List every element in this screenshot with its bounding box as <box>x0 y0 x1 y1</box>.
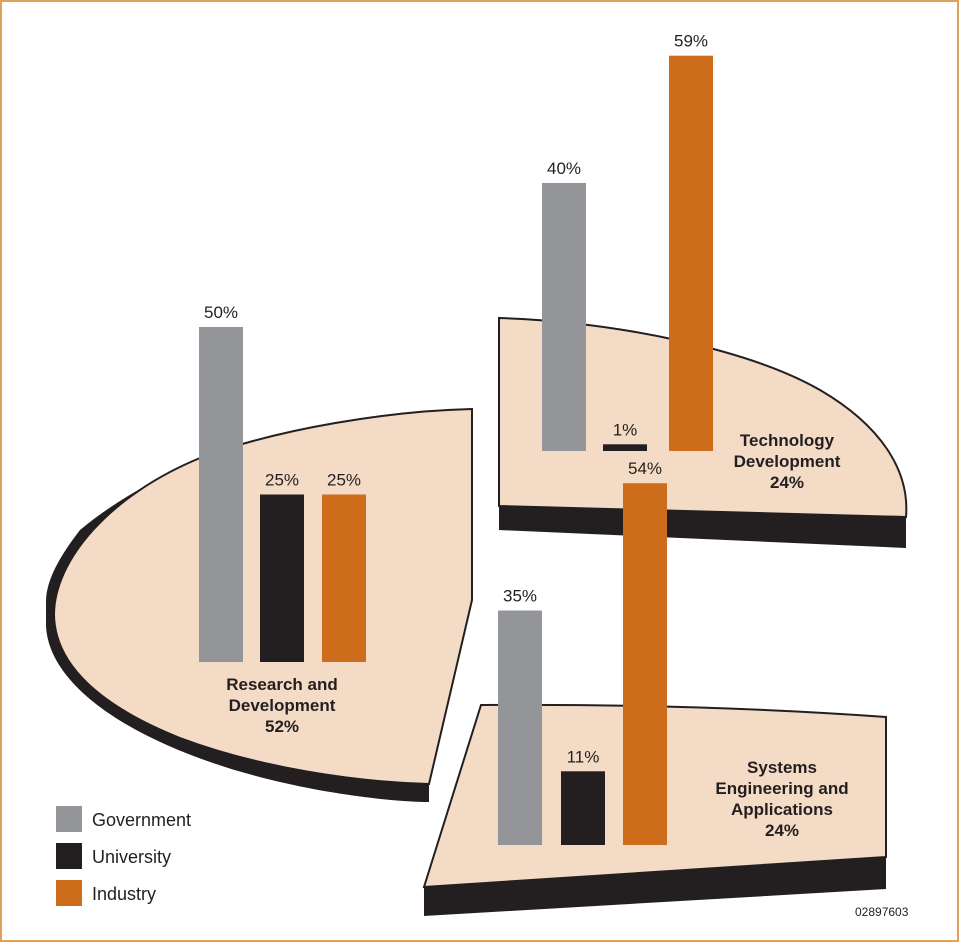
value-label-research-and-university: 25% <box>265 471 299 490</box>
bar-systems-industry <box>623 483 667 845</box>
legend-label-industry: Industry <box>92 884 156 904</box>
value-label-technology-university: 1% <box>613 420 638 439</box>
bar-systems-university <box>561 771 605 845</box>
bar-research-and-university <box>260 494 304 662</box>
slice-side-systems <box>424 857 886 916</box>
segment-label-technology-line-2: 24% <box>770 473 804 492</box>
value-label-research-and-government: 50% <box>204 303 238 322</box>
value-label-technology-government: 40% <box>547 159 581 178</box>
slice-side-technology <box>499 506 906 548</box>
segment-label-systems-line-1: Engineering and <box>715 779 848 798</box>
value-label-research-and-industry: 25% <box>327 471 361 490</box>
segment-label-systems-line-0: Systems <box>747 758 817 777</box>
segment-label-research-and-line-1: Development <box>229 696 336 715</box>
value-label-systems-university: 11% <box>567 747 600 766</box>
bars-layer: 50% 25% 25% Research and Development 52% 40% 1%… <box>199 32 849 845</box>
bar-technology-university <box>603 444 647 451</box>
legend-label-university: University <box>92 847 171 867</box>
bar-technology-government <box>542 183 586 451</box>
legend-swatch-industry <box>56 880 82 906</box>
segment-label-research-and-line-0: Research and <box>226 675 338 694</box>
slice-research-and-development <box>46 407 473 802</box>
legend-swatch-university <box>56 843 82 869</box>
bar-technology-industry <box>669 55 713 451</box>
segment-label-systems-line-3: 24% <box>765 821 799 840</box>
legend-label-government: Government <box>92 810 191 830</box>
figure-id: 02897603 <box>855 905 909 919</box>
segment-label-technology-line-0: Technology <box>740 431 835 450</box>
segment-label-technology-line-1: Development <box>734 452 841 471</box>
segment-label-systems-line-2: Applications <box>731 800 833 819</box>
legend: Government University Industry <box>56 806 191 906</box>
value-label-systems-government: 35% <box>503 587 537 606</box>
bar-research-and-industry <box>322 494 366 662</box>
bar-systems-government <box>498 610 542 845</box>
legend-swatch-government <box>56 806 82 832</box>
value-label-systems-industry: 54% <box>628 459 662 478</box>
segment-label-research-and-line-2: 52% <box>265 717 299 736</box>
value-label-technology-industry: 59% <box>674 32 708 51</box>
bar-research-and-government <box>199 327 243 662</box>
